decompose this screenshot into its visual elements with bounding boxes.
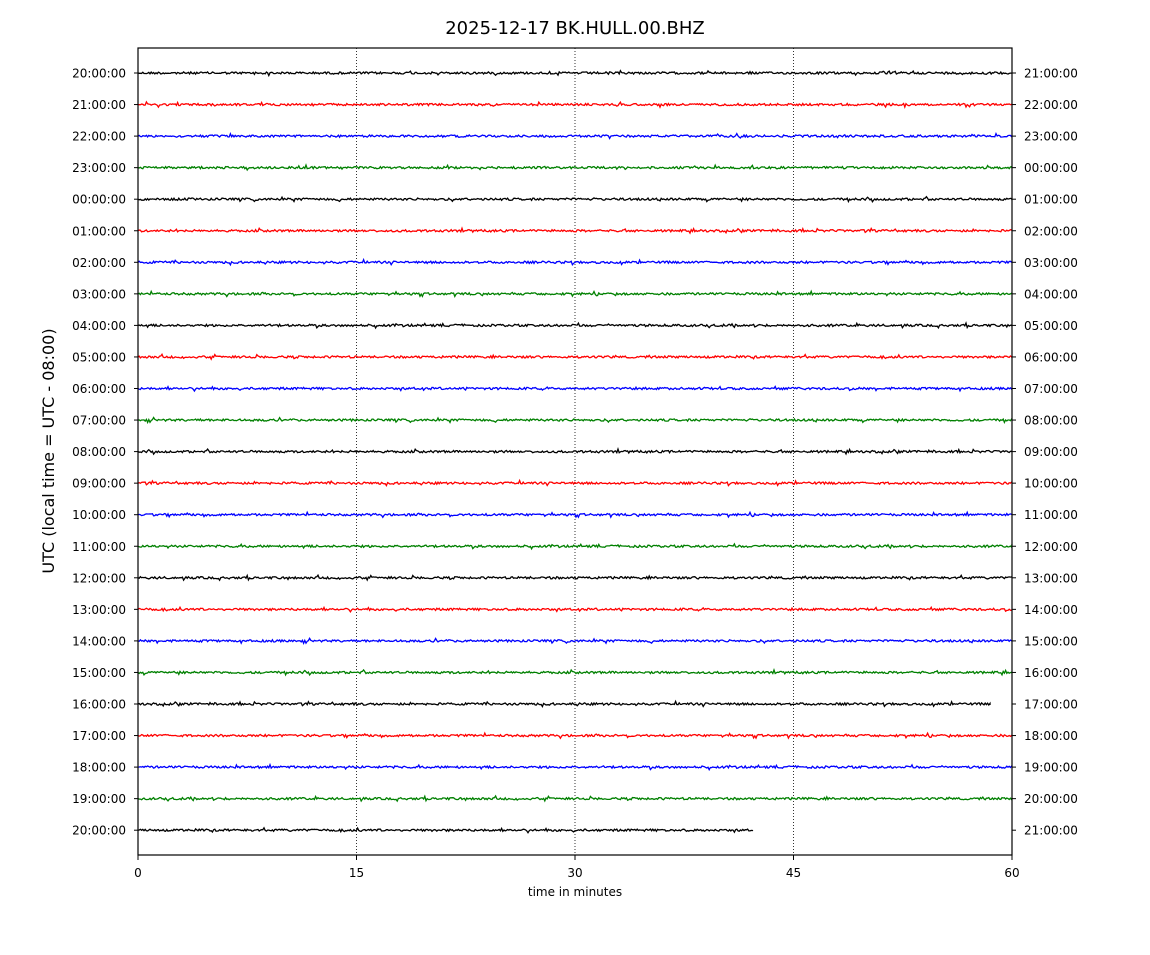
seismic-trace	[137, 636, 1013, 646]
left-tick-label: 12:00:00	[72, 571, 126, 585]
right-tick-label: 03:00:00	[1024, 256, 1078, 270]
left-tick-label: 13:00:00	[72, 603, 126, 617]
right-tick-label: 20:00:00	[1024, 792, 1078, 806]
x-tick-label: 30	[567, 866, 582, 880]
left-tick-label: 04:00:00	[72, 319, 126, 333]
right-tick-label: 05:00:00	[1024, 319, 1078, 333]
seismic-trace	[137, 321, 1013, 330]
right-tick-label: 14:00:00	[1024, 603, 1078, 617]
left-tick-label: 19:00:00	[72, 792, 126, 806]
seismic-trace	[137, 131, 1013, 140]
left-tick-label: 08:00:00	[72, 445, 126, 459]
seismic-trace	[137, 762, 1013, 772]
left-tick-label: 03:00:00	[72, 287, 126, 301]
right-tick-label: 10:00:00	[1024, 477, 1078, 491]
right-tick-label: 15:00:00	[1024, 634, 1078, 648]
left-tick-label: 16:00:00	[72, 698, 126, 712]
seismic-trace	[137, 163, 1013, 172]
left-tick-label: 23:00:00	[72, 161, 126, 175]
seismic-trace	[137, 257, 1013, 267]
seismic-trace	[137, 352, 1013, 361]
seismic-trace	[137, 667, 1013, 677]
seismic-trace	[137, 826, 754, 834]
seismic-trace	[137, 447, 1013, 456]
seismic-trace	[137, 100, 1013, 109]
left-tick-label: 01:00:00	[72, 224, 126, 238]
right-tick-label: 12:00:00	[1024, 540, 1078, 554]
left-tick-label: 18:00:00	[72, 761, 126, 775]
trace-layer	[137, 69, 1013, 834]
seismic-trace	[137, 542, 1013, 551]
left-tick-label: 15:00:00	[72, 666, 126, 680]
right-tick-label: 18:00:00	[1024, 729, 1078, 743]
x-tick-label: 60	[1004, 866, 1019, 880]
y-axis-label: UTC (local time = UTC - 08:00)	[39, 328, 58, 573]
right-tick-label: 02:00:00	[1024, 224, 1078, 238]
right-tick-label: 23:00:00	[1024, 130, 1078, 144]
seismic-trace	[137, 195, 1013, 204]
chart-title: 2025-12-17 BK.HULL.00.BHZ	[445, 18, 705, 39]
right-tick-label: 19:00:00	[1024, 761, 1078, 775]
seismic-trace	[137, 510, 1013, 519]
right-tick-label: 09:00:00	[1024, 445, 1078, 459]
grid-layer	[356, 48, 794, 855]
left-tick-label: 14:00:00	[72, 634, 126, 648]
right-tick-label: 04:00:00	[1024, 287, 1078, 301]
left-tick-label: 20:00:00	[72, 824, 126, 838]
right-tick-labels: 21:00:00 22:00:00 23:00:00 00:00:00 01:00:00…	[1012, 67, 1078, 838]
right-tick-label: 17:00:00	[1024, 698, 1078, 712]
seismic-trace	[137, 289, 1013, 298]
right-tick-label: 06:00:00	[1024, 350, 1078, 364]
seismic-trace	[137, 416, 1013, 425]
seismic-trace	[137, 699, 991, 708]
left-tick-label: 10:00:00	[72, 508, 126, 522]
x-tick-label: 15	[349, 866, 364, 880]
seismic-trace	[137, 731, 1013, 740]
right-tick-label: 08:00:00	[1024, 414, 1078, 428]
right-tick-label: 21:00:00	[1024, 67, 1078, 81]
right-tick-label: 07:00:00	[1024, 382, 1078, 396]
seismic-trace	[137, 226, 1013, 235]
seismic-trace	[137, 573, 1013, 582]
seismic-trace	[137, 478, 1013, 488]
right-tick-label: 16:00:00	[1024, 666, 1078, 680]
seismic-trace	[137, 69, 1013, 78]
seismic-trace	[137, 794, 1013, 803]
left-tick-label: 17:00:00	[72, 729, 126, 743]
x-tick-label: 0	[134, 866, 142, 880]
left-tick-label: 00:00:00	[72, 193, 126, 207]
left-tick-label: 20:00:00	[72, 67, 126, 81]
right-tick-label: 21:00:00	[1024, 824, 1078, 838]
right-tick-label: 13:00:00	[1024, 571, 1078, 585]
right-tick-label: 22:00:00	[1024, 98, 1078, 112]
right-tick-label: 00:00:00	[1024, 161, 1078, 175]
left-tick-label: 09:00:00	[72, 477, 126, 491]
left-tick-label: 07:00:00	[72, 414, 126, 428]
seismic-trace	[137, 605, 1013, 613]
left-tick-label: 22:00:00	[72, 130, 126, 144]
seismic-trace	[137, 385, 1013, 393]
left-tick-label: 06:00:00	[72, 382, 126, 396]
x-tick-labels: 0 15 30 45 60	[134, 855, 1020, 880]
left-tick-label: 05:00:00	[72, 350, 126, 364]
left-tick-label: 21:00:00	[72, 98, 126, 112]
left-tick-label: 02:00:00	[72, 256, 126, 270]
right-tick-label: 01:00:00	[1024, 193, 1078, 207]
x-axis-label: time in minutes	[528, 885, 622, 899]
left-tick-labels: 20:00:00 21:00:00 22:00:00 23:00:00 00:00:00…	[72, 67, 138, 838]
right-tick-label: 11:00:00	[1024, 508, 1078, 522]
x-tick-label: 45	[786, 866, 801, 880]
left-tick-label: 11:00:00	[72, 540, 126, 554]
